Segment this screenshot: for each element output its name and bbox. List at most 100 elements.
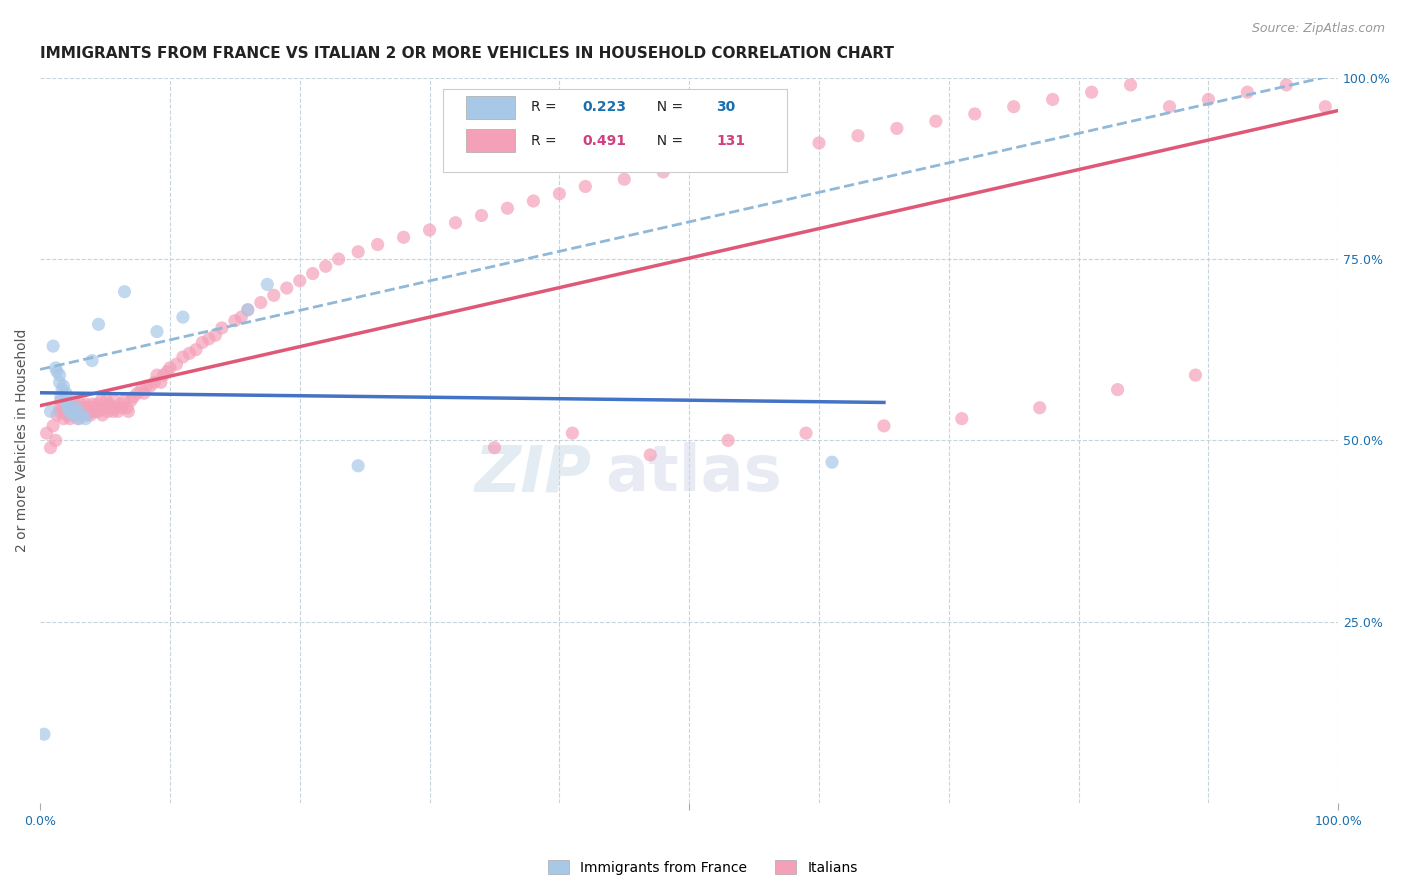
Point bbox=[392, 230, 415, 244]
Point bbox=[613, 172, 636, 186]
Point bbox=[80, 408, 103, 422]
Point bbox=[89, 401, 111, 415]
Point bbox=[652, 165, 675, 179]
Point bbox=[846, 128, 869, 143]
Point bbox=[63, 393, 86, 408]
Point bbox=[52, 401, 75, 415]
Text: 30: 30 bbox=[717, 101, 735, 114]
Point bbox=[288, 274, 311, 288]
Point bbox=[35, 426, 58, 441]
Point bbox=[1275, 78, 1298, 92]
Point bbox=[56, 401, 79, 415]
Point bbox=[808, 136, 831, 150]
Point bbox=[231, 310, 253, 324]
Point bbox=[75, 404, 97, 418]
Point bbox=[53, 393, 76, 408]
Point bbox=[97, 404, 120, 418]
Point bbox=[103, 393, 125, 408]
Point bbox=[249, 295, 271, 310]
Point bbox=[236, 302, 259, 317]
Point bbox=[769, 143, 792, 157]
Point bbox=[97, 397, 120, 411]
Point bbox=[794, 426, 817, 441]
Point bbox=[347, 244, 370, 259]
Point bbox=[111, 401, 134, 415]
Point bbox=[496, 201, 519, 215]
Point bbox=[82, 404, 104, 418]
Point bbox=[821, 455, 844, 469]
Point bbox=[55, 401, 77, 415]
Point bbox=[76, 408, 98, 422]
Point bbox=[561, 426, 583, 441]
Legend: Immigrants from France, Italians: Immigrants from France, Italians bbox=[543, 855, 863, 880]
Point bbox=[1236, 85, 1258, 99]
Point bbox=[548, 186, 571, 201]
Point bbox=[146, 325, 169, 339]
Point bbox=[73, 401, 96, 415]
Point bbox=[80, 353, 103, 368]
Point bbox=[963, 107, 986, 121]
Point bbox=[87, 318, 110, 332]
Point bbox=[75, 411, 97, 425]
Point bbox=[1002, 100, 1025, 114]
Point bbox=[63, 404, 86, 418]
Point bbox=[94, 401, 117, 415]
Point bbox=[347, 458, 370, 473]
Point bbox=[236, 302, 259, 317]
Point bbox=[48, 401, 70, 415]
Point bbox=[46, 364, 69, 378]
Point bbox=[84, 404, 107, 418]
Point bbox=[62, 408, 84, 422]
Text: 131: 131 bbox=[717, 134, 745, 148]
Point bbox=[117, 404, 139, 418]
Point bbox=[39, 404, 62, 418]
Point bbox=[48, 376, 70, 390]
Point bbox=[96, 393, 118, 408]
Point bbox=[522, 194, 544, 208]
Point bbox=[156, 364, 179, 378]
Point bbox=[56, 408, 79, 422]
Point bbox=[91, 408, 114, 422]
Point bbox=[45, 360, 67, 375]
Point bbox=[69, 397, 91, 411]
Point bbox=[717, 434, 740, 448]
Point bbox=[419, 223, 441, 237]
Point bbox=[132, 386, 155, 401]
Point bbox=[184, 343, 207, 357]
Point bbox=[135, 379, 157, 393]
Point bbox=[263, 288, 285, 302]
Point bbox=[32, 727, 55, 741]
Text: R =: R = bbox=[531, 134, 561, 148]
Text: 0.491: 0.491 bbox=[582, 134, 627, 148]
Point bbox=[58, 397, 80, 411]
Point bbox=[315, 260, 337, 274]
Text: ZIP: ZIP bbox=[475, 442, 592, 504]
Point bbox=[52, 379, 75, 393]
Point bbox=[110, 397, 132, 411]
Point bbox=[86, 397, 108, 411]
Point bbox=[80, 401, 103, 415]
Point bbox=[65, 401, 87, 415]
Point bbox=[1080, 85, 1102, 99]
Point bbox=[198, 332, 221, 346]
Point bbox=[67, 401, 90, 415]
Point bbox=[67, 411, 90, 425]
Point bbox=[62, 408, 84, 422]
Point bbox=[1159, 100, 1181, 114]
Point bbox=[1184, 368, 1206, 383]
Point bbox=[574, 179, 596, 194]
Y-axis label: 2 or more Vehicles in Household: 2 or more Vehicles in Household bbox=[15, 329, 30, 552]
Point bbox=[204, 328, 226, 343]
Point bbox=[58, 404, 80, 418]
Text: Source: ZipAtlas.com: Source: ZipAtlas.com bbox=[1251, 22, 1385, 36]
Point bbox=[146, 368, 169, 383]
Point bbox=[42, 418, 65, 433]
Point bbox=[1315, 100, 1337, 114]
Point bbox=[301, 267, 323, 281]
Point bbox=[70, 408, 93, 422]
Point bbox=[925, 114, 948, 128]
Point bbox=[256, 277, 278, 292]
Point bbox=[48, 404, 70, 418]
Point bbox=[730, 151, 752, 165]
Point bbox=[638, 448, 661, 462]
